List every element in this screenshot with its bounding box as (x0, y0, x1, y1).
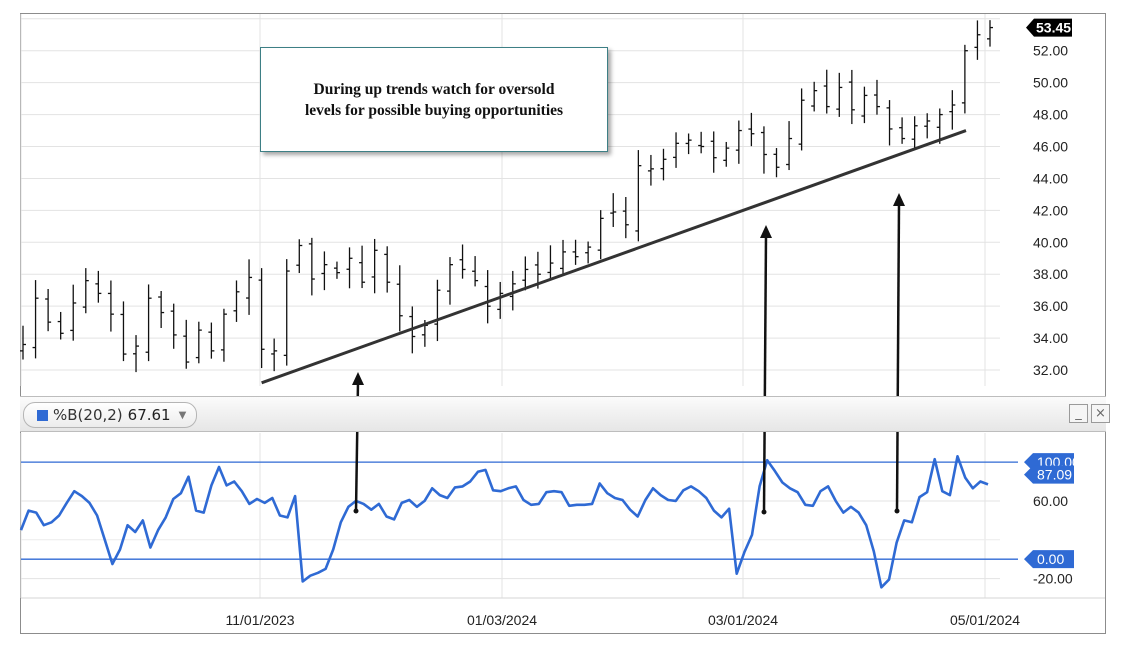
date-tick-label: 11/01/2023 (225, 612, 294, 628)
arrow-shaft (762, 234, 768, 513)
arrow-origin-dot (894, 508, 900, 514)
indicator-selector[interactable]: %B(20,2) 67.61 ▼ (23, 402, 198, 428)
axis-labels: 32.00 34.00 36.00 38.00 40.00 42.00 44.00 46.00… (225, 18, 1080, 628)
indicator-layer (19, 454, 1018, 589)
arrow-shaft (895, 202, 901, 512)
price-tick-label: 42.00 (1033, 202, 1068, 218)
close-button[interactable]: × (1091, 404, 1110, 423)
annotation-text: During up trends watch for oversold leve… (304, 80, 564, 119)
indicator-panel-header: %B(20,2) 67.61 ▼ _ × (20, 396, 1110, 432)
arrow-origin-dot (761, 509, 767, 515)
chevron-down-icon[interactable]: ▼ (178, 409, 187, 421)
arrow-origin-dot (353, 508, 359, 514)
price-tick-label: 44.00 (1033, 170, 1068, 186)
series-color-swatch (37, 409, 48, 421)
price-tick-label: 38.00 (1033, 266, 1068, 282)
last-indicator-label-tag (1024, 465, 1074, 484)
arrow-head (352, 372, 364, 385)
price-tick-label: 50.00 (1033, 75, 1068, 91)
trendline (261, 129, 967, 385)
indicator-tick-label: 60.00 (1033, 493, 1068, 509)
price-tick-label: 46.00 (1033, 139, 1068, 155)
arrow-head (893, 193, 905, 206)
trendline-layer (261, 129, 967, 385)
date-tick-label: 05/01/2024 (950, 612, 1020, 628)
indicator-tick-label: -20.00 (1033, 571, 1073, 587)
minimize-button[interactable]: _ (1069, 404, 1088, 423)
annotation-box: During up trends watch for oversold leve… (260, 47, 608, 152)
date-tick-label: 03/01/2024 (708, 612, 778, 628)
lower-band-label: 0.00 (1037, 551, 1064, 567)
last-price-label: 53.45 (1036, 20, 1071, 36)
price-tick-label: 52.00 (1033, 43, 1068, 59)
indicator-current-value: 67.61 (127, 406, 171, 424)
lower-band-label-tag (1024, 550, 1074, 569)
arrow-layer (352, 193, 905, 515)
date-tick-label: 01/03/2024 (467, 612, 537, 628)
last-price-tag (1026, 18, 1072, 37)
price-tick-label: 34.00 (1033, 330, 1068, 346)
price-tick-label: 40.00 (1033, 234, 1068, 250)
percent-b-line (19, 454, 989, 589)
price-tick-label: 36.00 (1033, 298, 1068, 314)
arrow-head (760, 225, 772, 238)
price-tick-label: 48.00 (1033, 107, 1068, 123)
indicator-name: %B(20,2) (53, 406, 123, 424)
last-indicator-label: 87.09 (1037, 467, 1072, 483)
price-bars (20, 20, 993, 373)
price-tick-label: 32.00 (1033, 362, 1068, 378)
